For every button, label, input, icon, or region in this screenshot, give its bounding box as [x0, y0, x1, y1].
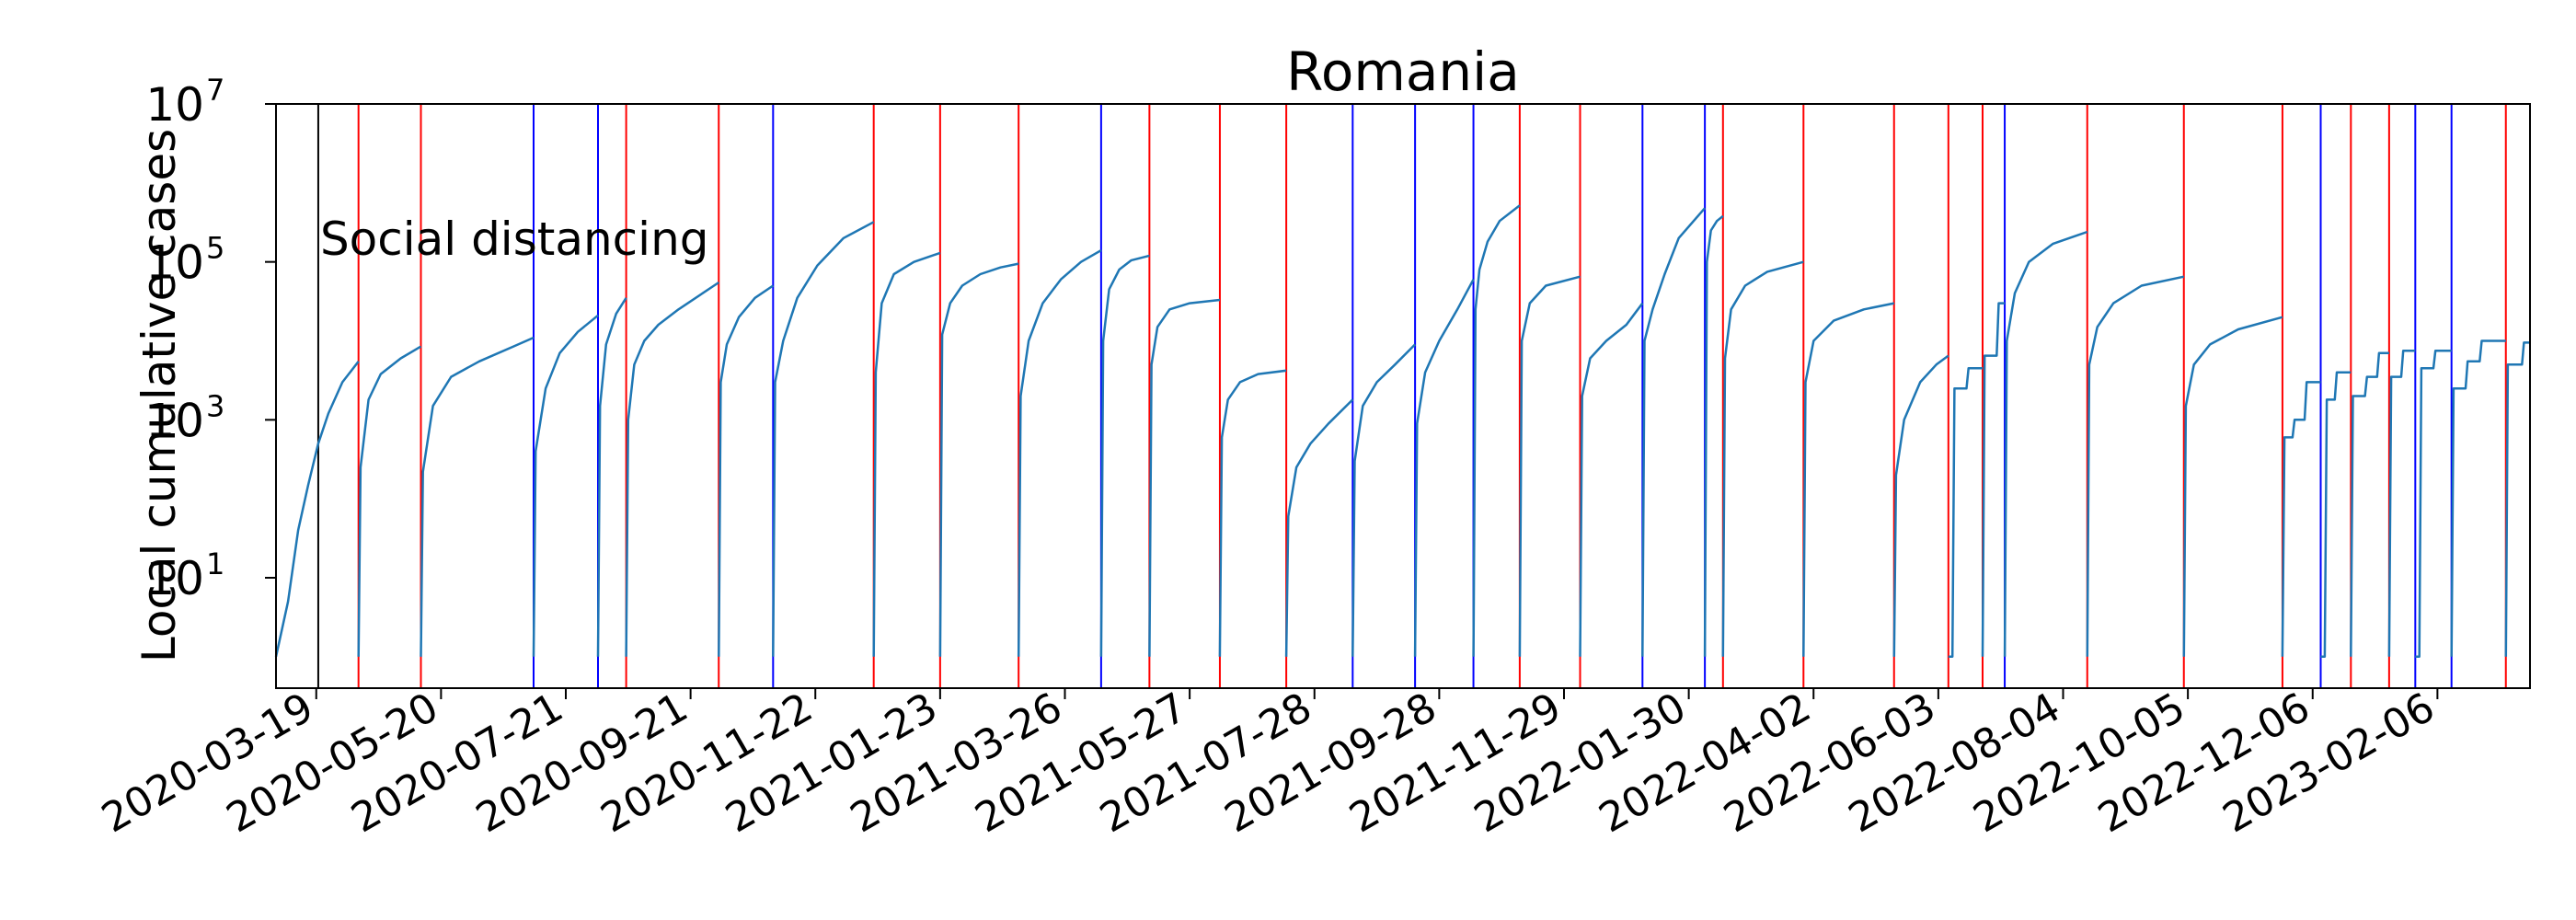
series-segment	[2387, 349, 2416, 657]
series-segment	[872, 251, 941, 657]
series-segment	[2182, 316, 2283, 657]
social-distancing-annotation: Social distancing	[320, 213, 709, 266]
series-segment	[772, 221, 875, 657]
y-tick-exponent: 3	[206, 388, 224, 423]
y-tick-exponent: 5	[206, 231, 224, 266]
series-segment	[2350, 351, 2389, 657]
series-segment	[1802, 302, 1895, 657]
series-segment	[1703, 214, 1724, 657]
series-segment	[532, 314, 599, 657]
series-segment	[718, 284, 774, 657]
series-line	[274, 204, 2530, 659]
series-segment	[1981, 302, 2006, 657]
series-segment	[2003, 230, 2088, 657]
series-segment	[2281, 381, 2321, 657]
y-tick-exponent: 1	[206, 546, 224, 581]
series-segment	[1641, 207, 1707, 657]
series-segment	[1472, 204, 1521, 657]
y-tick-exponent: 7	[206, 73, 224, 108]
y-tick-label: 10	[145, 394, 204, 447]
series-segment	[1413, 279, 1475, 657]
series-segment	[1284, 398, 1354, 657]
series-segment	[1148, 298, 1221, 657]
series-segment	[357, 345, 422, 657]
series-segment	[1892, 354, 1949, 657]
series-segment	[1218, 369, 1287, 657]
series-segment	[2504, 341, 2530, 657]
series-segment	[596, 297, 627, 657]
series-segment	[2415, 349, 2452, 659]
series-segment	[1518, 275, 1581, 657]
series-segment	[1948, 367, 1983, 659]
series-segment	[2450, 339, 2506, 657]
y-tick-label: 10	[145, 78, 204, 132]
series-segment	[625, 281, 719, 657]
series-segment	[1017, 249, 1102, 657]
series-segment	[1351, 343, 1416, 657]
chart-title: Romania	[1286, 40, 1520, 103]
plot-frame	[275, 103, 2531, 689]
series-segment	[1099, 254, 1150, 657]
series-segment	[2320, 371, 2352, 659]
series-segment	[274, 361, 360, 658]
y-tick-label: 10	[145, 552, 204, 605]
y-axis-label: Local cumulative cases	[132, 129, 186, 662]
y-tick-label: 10	[145, 236, 204, 290]
series-segment	[2086, 275, 2185, 657]
series-segment	[1579, 302, 1644, 657]
series-segment	[420, 336, 535, 657]
series-segment	[938, 262, 1019, 657]
series-segment	[1721, 260, 1804, 657]
